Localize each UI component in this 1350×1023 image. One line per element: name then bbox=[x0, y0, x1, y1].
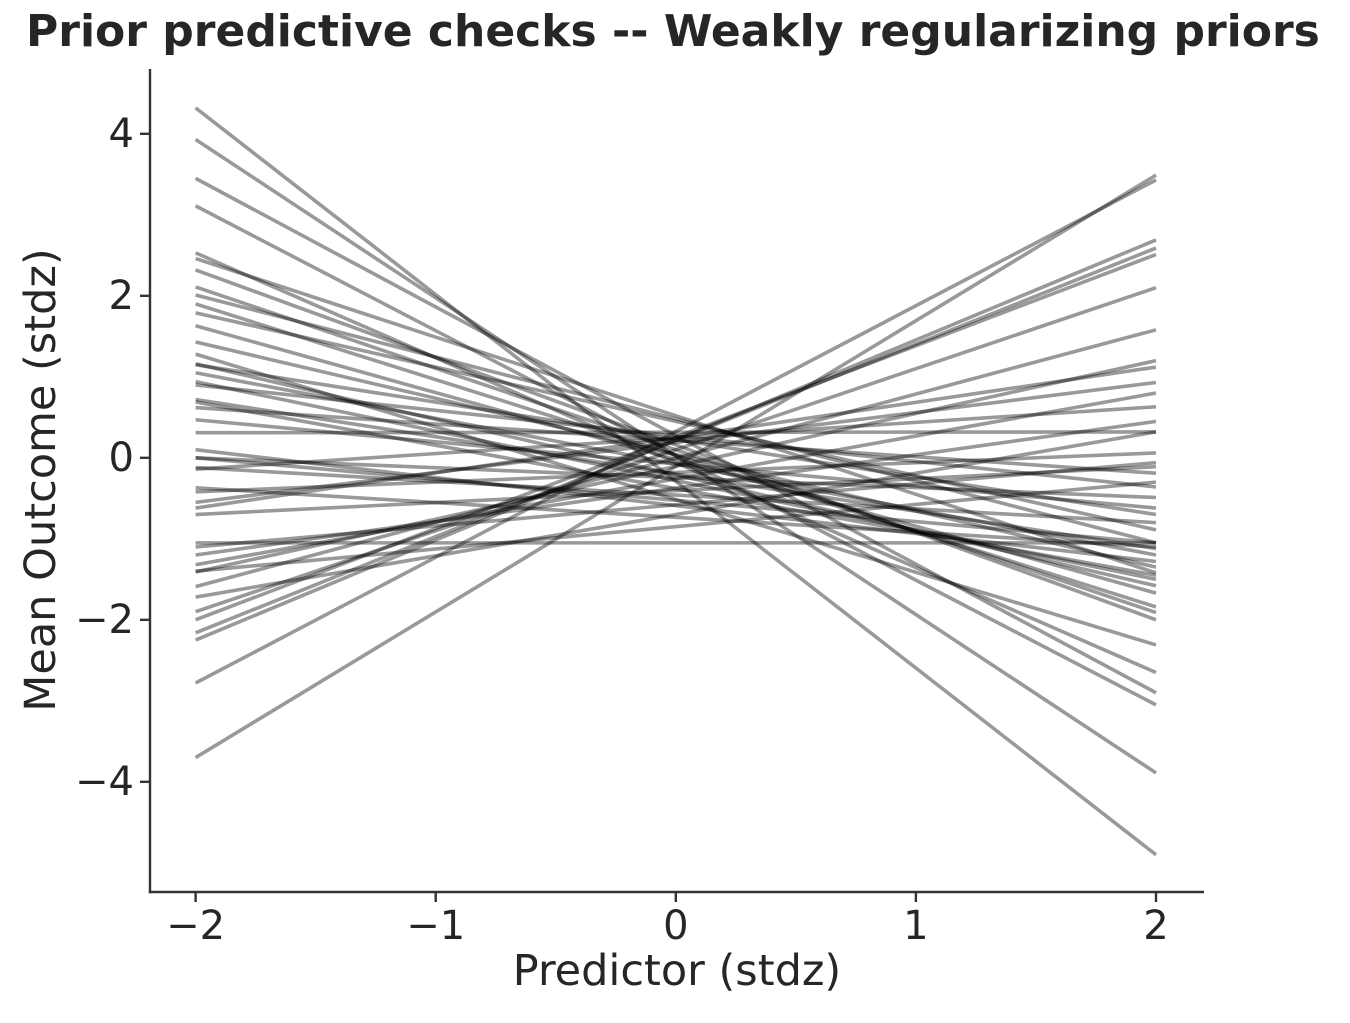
y-tick-label: 0 bbox=[108, 434, 134, 481]
x-tick-label: 0 bbox=[663, 903, 689, 949]
prior-draw-line bbox=[195, 456, 1157, 545]
prior-draw-line bbox=[194, 173, 1157, 760]
y-tick-label: −2 bbox=[75, 596, 134, 643]
prior-draw-line bbox=[195, 404, 1157, 471]
prior-draw-line bbox=[195, 256, 1157, 575]
prior-draw-line bbox=[195, 451, 1157, 494]
prior-draw-line bbox=[194, 137, 1157, 775]
prior-draw-line bbox=[195, 400, 1157, 578]
prior-draw-line bbox=[195, 430, 1156, 435]
prior-draw-line bbox=[195, 311, 1157, 532]
prior-draw-line bbox=[195, 464, 1157, 517]
prior-draw-line bbox=[195, 485, 1157, 549]
prior-draw-line bbox=[195, 460, 1157, 549]
prior-draw-line bbox=[195, 379, 1157, 582]
prior-draw-line bbox=[195, 286, 1157, 614]
prior-draw-line bbox=[195, 397, 1157, 551]
prior-draw-line bbox=[195, 340, 1157, 569]
x-axis-label: Predictor (stdz) bbox=[512, 946, 842, 996]
prior-draw-line bbox=[194, 252, 1157, 622]
prior-draw-lines bbox=[194, 106, 1158, 857]
prior-draw-line bbox=[195, 268, 1157, 622]
prior-draw-line bbox=[195, 285, 1157, 615]
prior-draw-line bbox=[195, 370, 1157, 557]
prior-draw-line bbox=[195, 456, 1157, 500]
prior-draw-line bbox=[195, 447, 1157, 564]
prior-draw-line bbox=[195, 430, 1157, 599]
prior-draw-line bbox=[195, 480, 1157, 574]
prior-draw-line bbox=[194, 106, 1158, 857]
prior-draw-line bbox=[194, 238, 1157, 642]
prior-draw-line bbox=[195, 302, 1157, 609]
chart-title: Prior predictive checks -- Weakly regula… bbox=[26, 6, 1320, 57]
prior-draw-line bbox=[195, 362, 1157, 517]
prior-draw-line bbox=[195, 352, 1157, 647]
y-tick-label: 4 bbox=[108, 110, 134, 157]
prior-draw-line bbox=[194, 204, 1157, 707]
x-tick-label: 2 bbox=[1143, 903, 1169, 949]
y-tick-label: 2 bbox=[108, 272, 134, 319]
prior-draw-line bbox=[195, 358, 1157, 574]
prior-draw-line bbox=[195, 328, 1157, 589]
prior-draw-line bbox=[195, 362, 1157, 588]
prior-draw-line bbox=[195, 419, 1157, 557]
prior-draw-line bbox=[195, 365, 1157, 510]
prior-draw-line bbox=[195, 405, 1157, 476]
y-tick-label: −4 bbox=[75, 758, 134, 805]
prior-draw-line bbox=[195, 293, 1157, 545]
prior-draw-line bbox=[195, 324, 1157, 595]
prior-draw-line bbox=[194, 178, 1157, 685]
x-tick-label: −2 bbox=[166, 903, 226, 949]
prior-draw-line bbox=[194, 246, 1157, 635]
prior-draw-line bbox=[194, 176, 1157, 695]
x-tick-label: 1 bbox=[903, 903, 929, 949]
prior-draw-line bbox=[195, 380, 1157, 505]
prior-draw-line bbox=[195, 391, 1157, 567]
axes bbox=[140, 69, 1204, 902]
prior-draw-line bbox=[195, 383, 1157, 489]
prior-draw-line bbox=[195, 465, 1157, 525]
x-tick-label: −1 bbox=[406, 903, 466, 949]
prior-draw-line bbox=[195, 417, 1157, 510]
prior-draw-line bbox=[194, 251, 1157, 675]
